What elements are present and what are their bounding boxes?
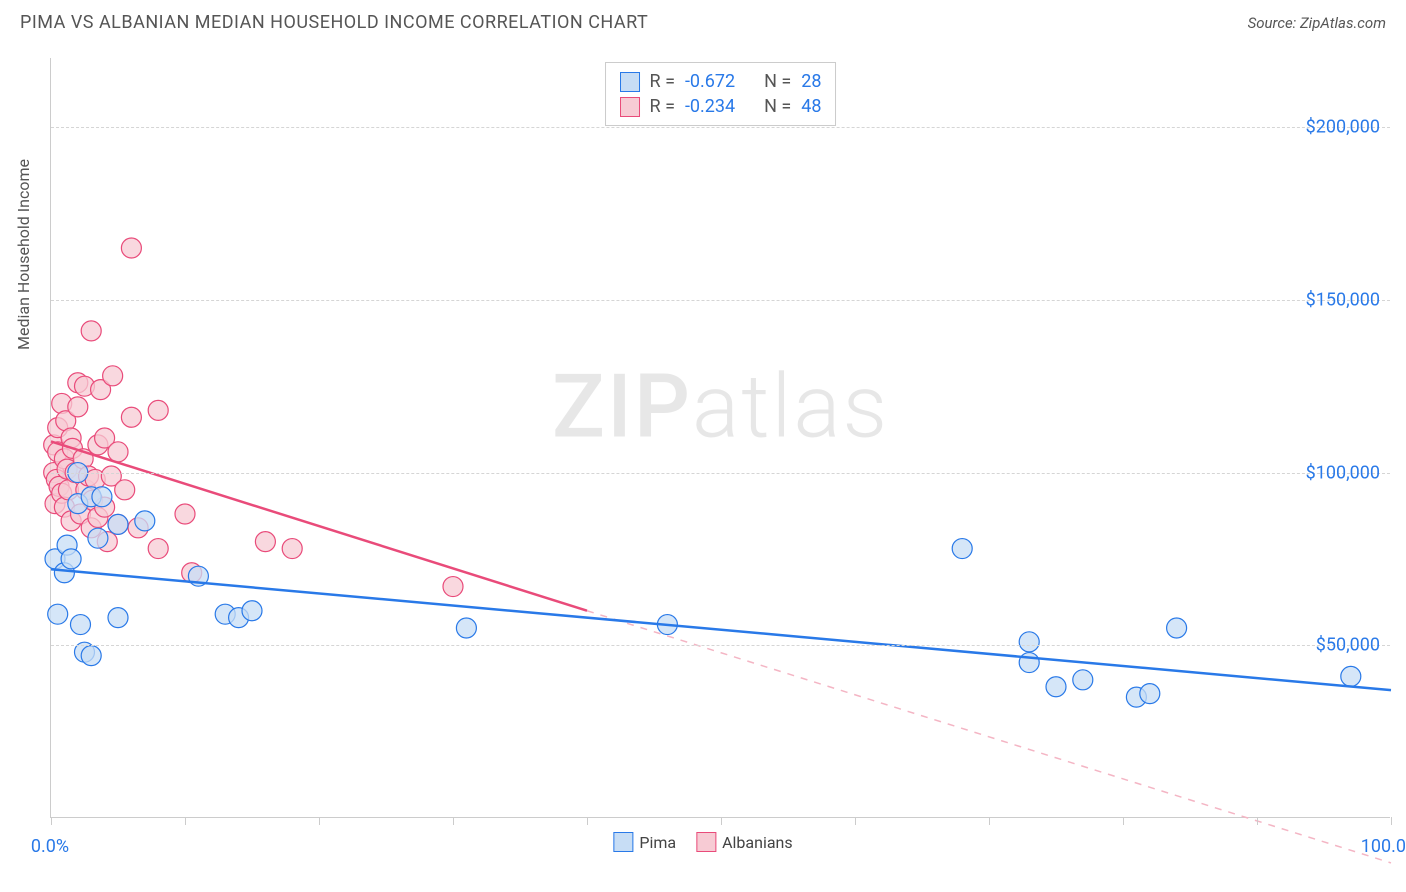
chart-plot-area: ZIPatlas R =-0.672 N =28R =-0.234 N =48 …: [50, 58, 1390, 818]
stats-row: R = -0.234 N = 48: [620, 94, 822, 119]
data-point-pima: [88, 528, 108, 548]
stats-r-label: R =: [650, 96, 675, 117]
data-point-pima: [108, 608, 128, 628]
stats-n-label: N =: [764, 71, 791, 92]
x-tick: [721, 817, 722, 825]
data-point-pima: [242, 601, 262, 621]
data-point-pima: [1073, 670, 1093, 690]
legend-label: Albanians: [722, 833, 793, 852]
x-tick: [855, 817, 856, 825]
data-point-albanians: [68, 397, 88, 417]
data-point-pima: [1019, 632, 1039, 652]
x-tick: [989, 817, 990, 825]
x-tick-label-right: 100.0%: [1361, 836, 1406, 857]
data-point-pima: [1167, 618, 1187, 638]
data-point-pima: [1046, 677, 1066, 697]
x-tick: [319, 817, 320, 825]
data-point-albanians: [175, 504, 195, 524]
data-point-pima: [135, 511, 155, 531]
data-point-albanians: [148, 400, 168, 420]
trend-line-albanians-ext: [587, 611, 1391, 863]
data-point-albanians: [115, 480, 135, 500]
gridline: [51, 300, 1390, 301]
data-point-pima: [81, 646, 101, 666]
chart-title: PIMA VS ALBANIAN MEDIAN HOUSEHOLD INCOME…: [20, 12, 648, 33]
data-point-pima: [1341, 666, 1361, 686]
legend-item-pima: Pima: [613, 832, 676, 852]
stats-r-value: -0.672: [685, 71, 735, 92]
y-axis-label-wrap: Median Household Income: [14, 159, 33, 350]
data-point-pima: [1019, 653, 1039, 673]
chart-source: Source: ZipAtlas.com: [1248, 14, 1386, 32]
legend-label: Pima: [639, 833, 676, 852]
x-tick: [1257, 817, 1258, 825]
y-tick-label: $200,000: [1306, 117, 1380, 138]
chart-header: PIMA VS ALBANIAN MEDIAN HOUSEHOLD INCOME…: [0, 0, 1406, 41]
gridline: [51, 473, 1390, 474]
data-point-albanians: [103, 366, 123, 386]
x-tick: [1391, 817, 1392, 825]
x-tick: [453, 817, 454, 825]
data-point-albanians: [108, 442, 128, 462]
x-tick: [185, 817, 186, 825]
data-point-pima: [92, 487, 112, 507]
x-tick: [51, 817, 52, 825]
data-point-pima: [108, 514, 128, 534]
legend-item-albanians: Albanians: [696, 832, 793, 852]
x-tick: [587, 817, 588, 825]
stats-n-value: 28: [801, 71, 821, 92]
y-axis-label: Median Household Income: [14, 159, 33, 350]
scatter-svg: [51, 58, 1390, 817]
stats-r-value: -0.234: [685, 96, 735, 117]
stats-n-value: 48: [801, 96, 821, 117]
stats-swatch: [620, 72, 640, 92]
data-point-pima: [1140, 684, 1160, 704]
data-point-albanians: [121, 238, 141, 258]
data-point-pima: [61, 549, 81, 569]
y-tick-label: $100,000: [1306, 462, 1380, 483]
stats-legend-box: R = -0.672 N = 28 R = -0.234 N = 48: [605, 62, 837, 126]
data-point-pima: [70, 615, 90, 635]
stats-row: R = -0.672 N = 28: [620, 69, 822, 94]
data-point-albanians: [255, 532, 275, 552]
data-point-pima: [48, 604, 68, 624]
data-point-albanians: [121, 407, 141, 427]
y-tick-label: $150,000: [1306, 289, 1380, 310]
y-tick-label: $50,000: [1316, 635, 1380, 656]
stats-swatch: [620, 97, 640, 117]
data-point-albanians: [81, 321, 101, 341]
data-point-albanians: [282, 539, 302, 559]
data-point-albanians: [443, 577, 463, 597]
legend-swatch: [696, 832, 716, 852]
data-point-albanians: [148, 539, 168, 559]
data-point-pima: [456, 618, 476, 638]
series-legend: Pima Albanians: [613, 832, 792, 852]
data-point-pima: [952, 539, 972, 559]
x-tick: [1123, 817, 1124, 825]
stats-r-label: R =: [650, 71, 675, 92]
x-tick-label-left: 0.0%: [31, 836, 69, 857]
gridline: [51, 127, 1390, 128]
gridline: [51, 645, 1390, 646]
trend-line-pima: [51, 569, 1391, 690]
stats-n-label: N =: [764, 96, 791, 117]
legend-swatch: [613, 832, 633, 852]
